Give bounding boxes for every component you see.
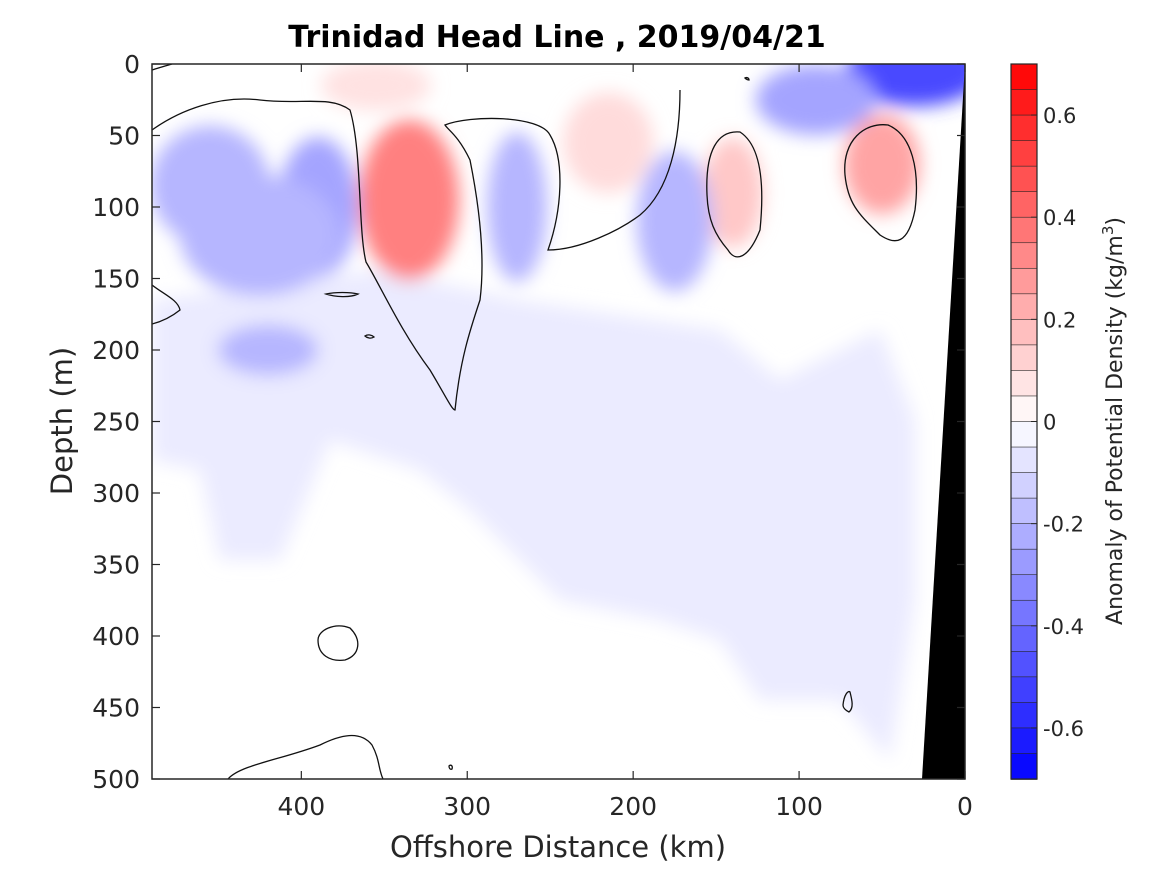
positive-anomaly-patch: [563, 92, 654, 193]
y-tick-label: 300: [92, 479, 140, 508]
negative-anomaly-patch: [755, 64, 876, 135]
colorbar-level: [1010, 676, 1038, 704]
positive-anomaly-patch: [702, 137, 763, 248]
x-axis-label: Offshore Distance (km): [390, 830, 726, 864]
negative-anomaly-patch: [487, 132, 548, 282]
zero-contour-line: [323, 291, 360, 298]
colorbar-level: [1010, 63, 1038, 91]
colorbar-label-close: ): [1103, 217, 1128, 226]
zero-contour-line: [842, 690, 853, 713]
x-tick-label: 300: [443, 792, 491, 821]
x-axis: 400 300 200 100 0: [277, 64, 973, 821]
y-axis-label: Depth (m): [45, 347, 79, 495]
y-tick-label: 250: [92, 408, 140, 437]
y-tick-label: 0: [124, 50, 140, 79]
zero-contour-line: [448, 764, 453, 770]
colorbar-label-main: Anomaly of Potential Density (kg/m: [1103, 235, 1128, 625]
colorbar-tick-label: -0.4: [1043, 615, 1084, 639]
colorbar-level: [1010, 293, 1038, 321]
colorbar-level: [1010, 497, 1038, 525]
colorbar-level: [1010, 165, 1038, 193]
y-tick-label: 50: [108, 122, 140, 151]
colorbar-level: [1010, 395, 1038, 423]
zero-contour-line: [706, 131, 763, 258]
colorbar-label: Anomaly of Potential Density (kg/m3): [1099, 217, 1128, 625]
zero-contour-line: [363, 334, 376, 339]
colorbar-level: [1010, 216, 1038, 244]
colorbar-tick-label: -0.6: [1043, 717, 1084, 741]
y-tick-label: 500: [92, 765, 140, 794]
zero-contour-line: [844, 124, 918, 242]
anomaly-field: [152, 64, 965, 760]
colorbar-level: [1010, 370, 1038, 397]
zero-contour-line: [317, 625, 359, 661]
colorbar-label-superscript: 3: [1099, 226, 1117, 236]
y-tick-label: 200: [92, 336, 140, 365]
chart-title: Trinidad Head Line , 2019/04/21: [288, 20, 825, 55]
colorbar-level: [1010, 523, 1038, 550]
colorbar-level: [1010, 267, 1038, 295]
negative-anomaly-patch: [218, 325, 319, 375]
colorbar-level: [1010, 548, 1038, 576]
land-bathymetry: [922, 64, 965, 779]
colorbar-level: [1010, 446, 1038, 474]
colorbar-tick-label: 0: [1043, 411, 1056, 435]
y-tick-label: 100: [92, 193, 140, 222]
zero-contour-line: [152, 284, 181, 325]
colorbar-ticks: 0.6 0.4 0.2 0 -0.2 -0.4 -0.6: [1031, 104, 1084, 741]
colorbar-level: [1010, 702, 1038, 729]
x-tick-label: 200: [609, 792, 657, 821]
colorbar-level: [1010, 89, 1038, 116]
colorbar-tick-label: 0.2: [1043, 308, 1076, 332]
zero-contour-line: [227, 734, 384, 779]
colorbar-level: [1010, 574, 1038, 602]
negative-anomaly-patch: [636, 151, 713, 292]
colorbar-level: [1010, 651, 1038, 678]
zero-contour-line: [152, 89, 681, 411]
colorbar-tick-label: -0.2: [1043, 513, 1084, 537]
positive-anomaly-patch: [321, 64, 431, 111]
positive-anomaly-patch: [844, 114, 921, 215]
x-tick-label: 0: [957, 792, 973, 821]
colorbar-level: [1010, 625, 1038, 653]
weak-negative-field: [152, 270, 915, 760]
colorbar-tick-label: 0.6: [1043, 104, 1076, 128]
y-axis: 0 50 100 150 200 250 300 350 400 450 500: [92, 50, 965, 794]
negative-anomaly-patch: [179, 175, 340, 296]
y-tick-label: 350: [92, 551, 140, 580]
colorbar-level: [1010, 472, 1038, 499]
zero-contour-line: [743, 76, 750, 81]
colorbar: 0.6 0.4 0.2 0 -0.2 -0.4 -0.6 Anomaly of Potent…: [1010, 63, 1128, 780]
y-tick-label: 150: [92, 265, 140, 294]
plot-area: 400 300 200 100 0 0 50 100 150 200 250 300 350 400 45…: [92, 50, 973, 821]
positive-anomaly-patch: [359, 119, 460, 280]
x-tick-label: 400: [277, 792, 325, 821]
colorbar-level: [1010, 191, 1038, 219]
y-tick-label: 400: [92, 622, 140, 651]
colorbar-level: [1010, 344, 1038, 372]
colorbar-tick-label: 0.4: [1043, 206, 1076, 230]
colorbar-level: [1010, 242, 1038, 270]
colorbar-level: [1010, 753, 1038, 780]
colorbar-level: [1010, 319, 1038, 346]
x-tick-label: 100: [775, 792, 823, 821]
y-tick-label: 450: [92, 694, 140, 723]
colorbar-level: [1010, 421, 1038, 448]
colorbar-level: [1010, 140, 1038, 167]
colorbar-level: [1010, 599, 1038, 627]
colorbar-level: [1010, 727, 1038, 755]
colorbar-level: [1010, 114, 1038, 142]
